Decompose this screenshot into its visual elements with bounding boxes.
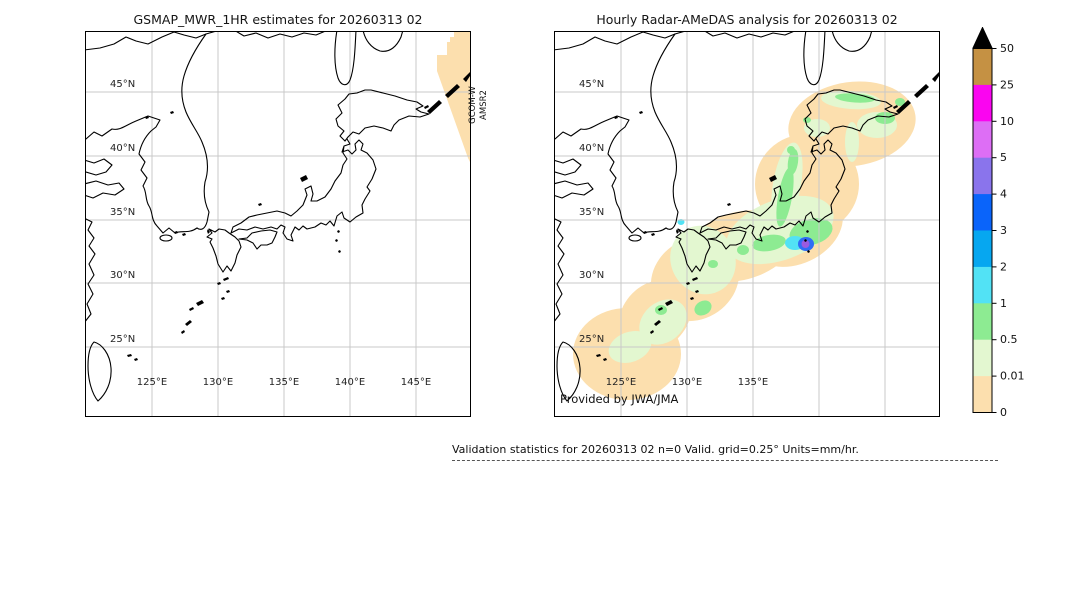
colorbar-tick-label: 0 [1000, 406, 1007, 419]
colorbar-tick-label: 2 [1000, 260, 1007, 273]
colorbar-segment [973, 158, 992, 195]
precip-region-light [803, 117, 811, 123]
colorbar-segment [973, 303, 992, 340]
colorbar-tick-label: 10 [1000, 115, 1014, 128]
colorbar-tick-label: 4 [1000, 188, 1007, 201]
precip-region-light [787, 146, 795, 154]
credit-label: Provided by JWA/JMA [560, 392, 678, 406]
colorbar-tick-label: 0.01 [1000, 370, 1025, 383]
colorbar-segment [973, 340, 992, 377]
colorbar-segment [973, 231, 992, 268]
precipitation-colorbar: 50 25 10 5 4 3 2 1 0.5 0.01 0 [969, 27, 1044, 422]
gsmap-map-panel: 45°N40°N35°N30°N25°N125°E130°E135°E140°E… [85, 31, 471, 417]
colorbar-overflow-marker [973, 28, 992, 49]
colorbar-segment [973, 85, 992, 122]
sensor-side-label: GCOM-W AMSR2 [468, 81, 492, 129]
colorbar-tick-label: 3 [1000, 224, 1007, 237]
precip-region-light [737, 245, 749, 255]
colorbar-segment [973, 267, 992, 304]
colorbar-segment [973, 121, 992, 158]
side-label-amsr2: AMSR2 [479, 90, 490, 120]
colorbar-tick-label: 25 [1000, 78, 1014, 91]
colorbar-segment [973, 49, 992, 86]
amsr2-swath-region [437, 32, 470, 162]
right-map-title: Hourly Radar-AMeDAS analysis for 2026031… [554, 12, 940, 27]
gridlines-left [86, 32, 470, 416]
colorbar-tick-label: 1 [1000, 297, 1007, 310]
precipitation-overlay [573, 74, 921, 400]
colorbar-tick-label: 50 [1000, 42, 1014, 55]
figure-canvas: GSMAP_MWR_1HR estimates for 20260313 02 … [0, 0, 1080, 612]
validation-statistics-text: Validation statistics for 20260313 02 n=… [452, 443, 998, 461]
side-label-gcomw: GCOM-W [468, 86, 479, 124]
radar-map-panel: 45°N40°N35°N30°N25°N125°E130°E135°E Prov… [554, 31, 940, 417]
colorbar-tick-label: 0.5 [1000, 333, 1018, 346]
colorbar-tick-label: 5 [1000, 151, 1007, 164]
left-map-title: GSMAP_MWR_1HR estimates for 20260313 02 [85, 12, 471, 27]
precip-region-light [708, 260, 718, 268]
colorbar-segment [973, 376, 992, 413]
colorbar-segment [973, 194, 992, 231]
